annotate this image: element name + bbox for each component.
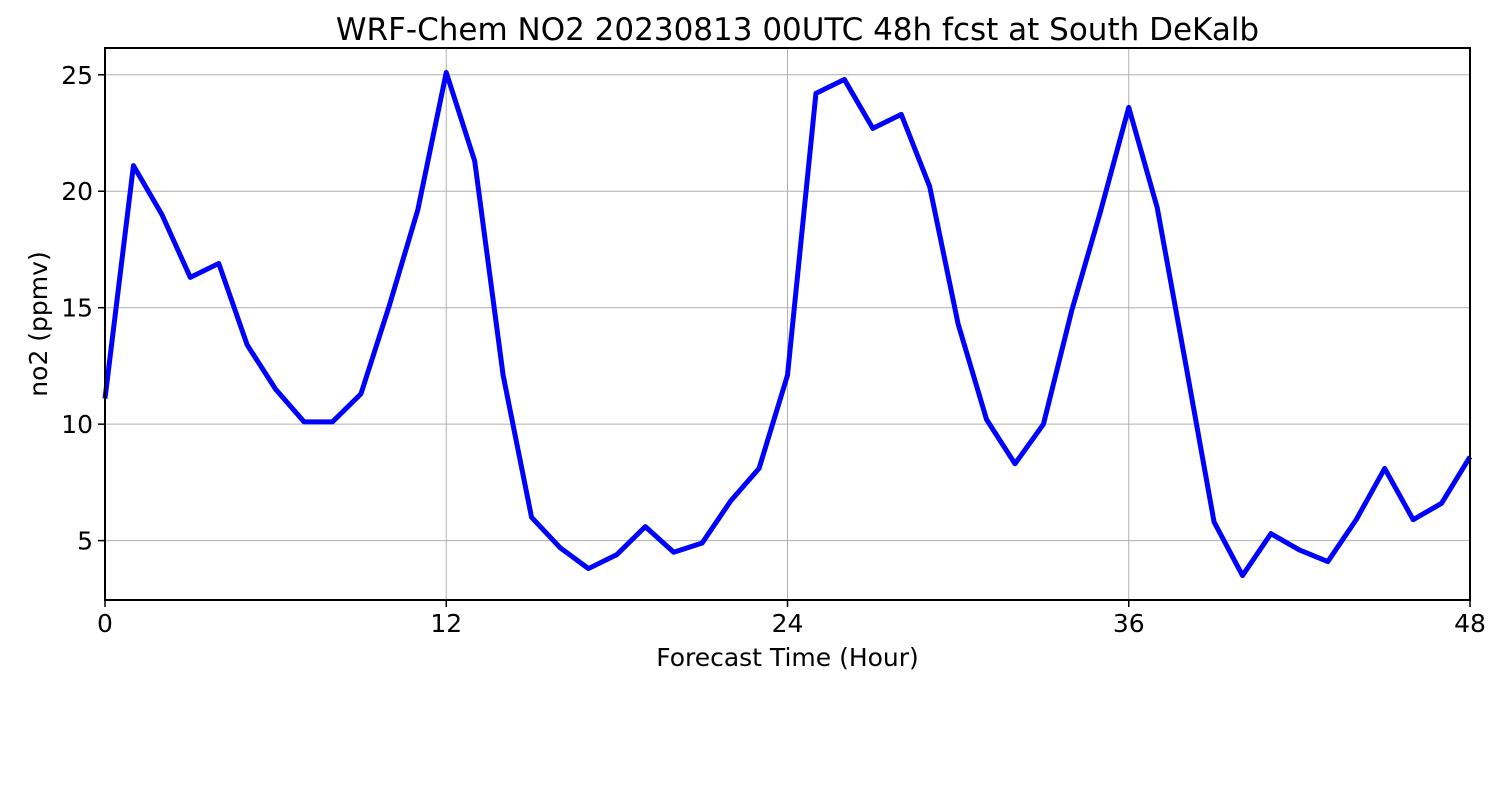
x-axis-label: Forecast Time (Hour) <box>656 643 919 672</box>
y-tick-label: 10 <box>61 410 93 439</box>
y-tick-label: 5 <box>77 527 93 556</box>
series-layer <box>102 69 1473 579</box>
y-tick-label: 15 <box>61 294 93 323</box>
x-tick-label: 24 <box>772 609 804 638</box>
x-tick-label: 12 <box>430 609 462 638</box>
y-tick-label: 20 <box>61 177 93 206</box>
tick-layer: 0 12 24 36 48 5 10 15 20 25 <box>61 61 1486 638</box>
y-axis-label: no2 (ppmv) <box>24 251 53 396</box>
no2-series-line <box>102 69 1473 579</box>
x-tick-label: 36 <box>1113 609 1145 638</box>
x-tick-label: 48 <box>1454 609 1486 638</box>
chart-title: WRF-Chem NO2 20230813 00UTC 48h fcst at … <box>336 12 1259 48</box>
y-tick-label: 25 <box>61 61 93 90</box>
grid-lines <box>104 48 1471 600</box>
x-tick-label: 0 <box>97 609 113 638</box>
